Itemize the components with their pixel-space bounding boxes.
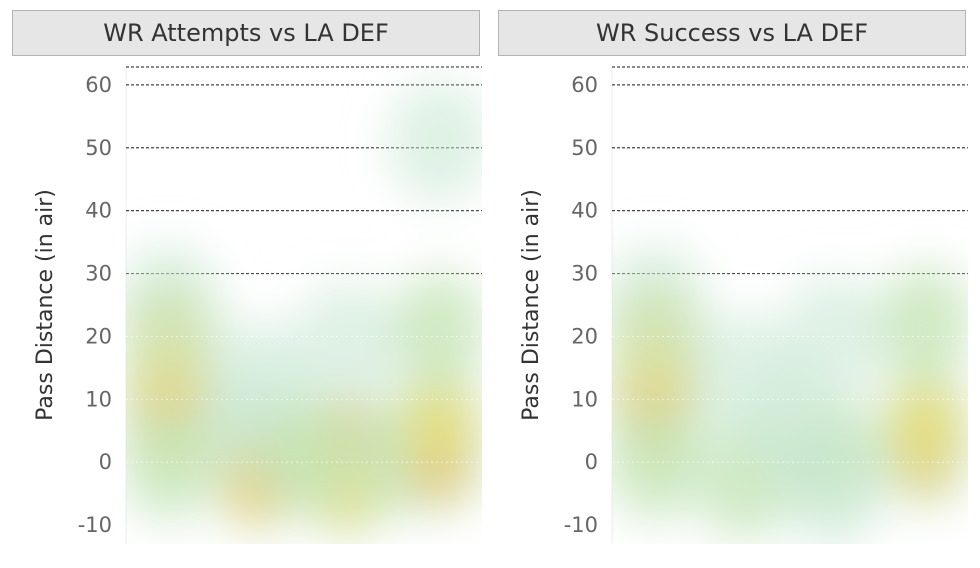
heatmap-success: -10 0 10 20 30 40 50 60 Pass Distance (in air) bbox=[519, 66, 968, 544]
y-tick-label: 10 bbox=[571, 387, 598, 411]
heatmap-panel-attempts: WR Attempts vs LA DEF -10 0 10 20 30 40 50 60 Pa… bbox=[12, 10, 482, 544]
heatmap-panel-success: WR Success vs LA DEF -10 0 10 20 30 40 50 60 Pas… bbox=[486, 0, 976, 568]
y-tick-label: 50 bbox=[571, 136, 598, 160]
y-tick-label: 40 bbox=[85, 199, 112, 223]
heat-point bbox=[612, 243, 707, 367]
y-tick-label: 0 bbox=[99, 450, 112, 474]
heat-point bbox=[614, 410, 695, 515]
heat-point bbox=[294, 280, 399, 405]
heat-point bbox=[264, 403, 344, 508]
y-tick-label: 60 bbox=[571, 73, 598, 97]
y-tick-label: -10 bbox=[78, 513, 112, 537]
heat-point bbox=[885, 271, 966, 376]
chart-title: WR Attempts vs LA DEF bbox=[12, 10, 480, 56]
heat-point bbox=[407, 380, 472, 469]
heat-point bbox=[126, 243, 221, 367]
heat-point bbox=[738, 368, 842, 493]
heat-point bbox=[387, 79, 482, 204]
chart-title: WR Success vs LA DEF bbox=[498, 10, 966, 56]
heatmap-attempts: -10 0 10 20 30 40 50 60 Pass Distance (in air) bbox=[33, 66, 482, 544]
heat-point bbox=[399, 278, 480, 383]
y-tick-label: 20 bbox=[571, 324, 598, 348]
y-tick-label: 20 bbox=[85, 324, 112, 348]
y-tick-label: 40 bbox=[571, 199, 598, 223]
y-tick-label: -10 bbox=[564, 513, 598, 537]
y-tick-label: 30 bbox=[571, 262, 598, 286]
y-tick-label: 30 bbox=[85, 262, 112, 286]
heat-layer bbox=[126, 79, 482, 544]
y-tick-label: 0 bbox=[585, 450, 598, 474]
y-tick-label: 60 bbox=[85, 73, 112, 97]
y-tick-label: 50 bbox=[85, 136, 112, 160]
heat-point bbox=[128, 410, 209, 515]
heat-point bbox=[893, 380, 958, 469]
heat-layer bbox=[612, 243, 968, 544]
y-axis-label: Pass Distance (in air) bbox=[519, 189, 544, 421]
y-tick-label: 10 bbox=[85, 387, 112, 411]
y-axis-label: Pass Distance (in air) bbox=[33, 189, 58, 421]
